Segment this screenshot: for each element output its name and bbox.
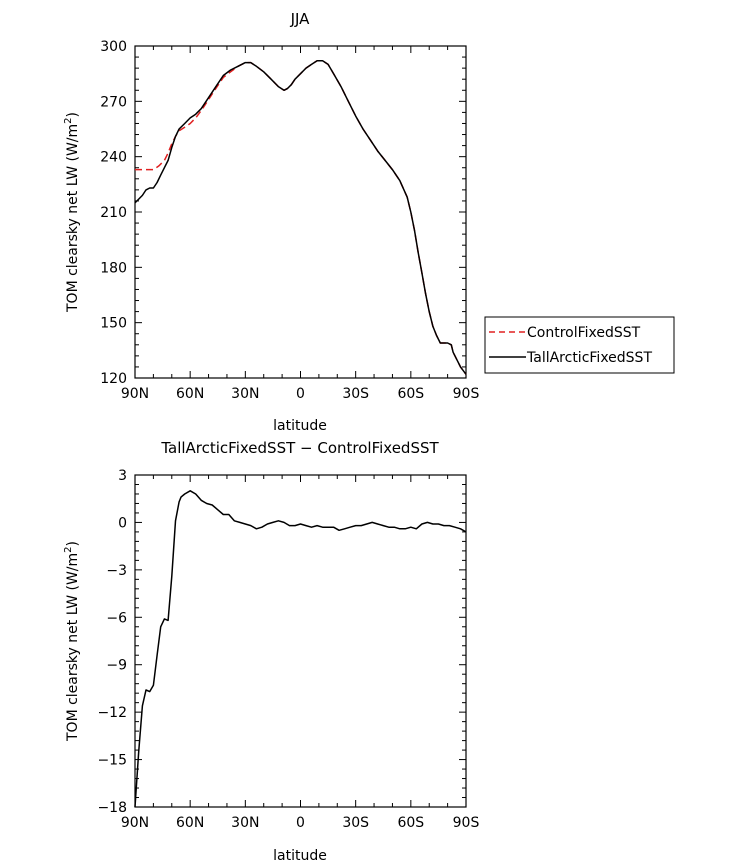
x-tick-label: 60S (397, 386, 424, 402)
x-tick-label: 60N (176, 386, 204, 402)
x-tick-label: 90S (453, 815, 480, 831)
y-tick-label: 210 (100, 205, 127, 221)
y-tick-label: 3 (118, 468, 127, 484)
top-chart-title: JJA (290, 10, 311, 28)
y-tick-label: −6 (106, 610, 127, 626)
top-y-tick-labels: 120 150 180 210 240 270 300 (100, 39, 127, 387)
x-tick-label: 90N (121, 386, 149, 402)
top-y-axis-label-main: TOM clearsky net LW (W/m (65, 124, 81, 313)
bottom-series-lines (134, 490, 467, 808)
legend-label-tallarctic: TallArcticFixedSST (526, 350, 652, 366)
bottom-y-axis-label-sup: 2 (63, 546, 74, 552)
y-tick-label: 150 (100, 316, 127, 332)
y-tick-label: 240 (100, 150, 127, 166)
top-panel: JJA 90N 60N 30N 0 30S 60S 90S 120 150 180 210 240 2… (63, 10, 675, 434)
legend-box (484, 316, 675, 374)
bottom-plot-frame (134, 474, 467, 808)
x-tick-label: 30N (231, 815, 259, 831)
bottom-x-axis-label: latitude (273, 848, 327, 864)
top-y-axis-label: TOM clearsky net LW (W/m2) (63, 112, 81, 313)
y-tick-label: −15 (97, 753, 127, 769)
top-x-axis-label: latitude (273, 418, 327, 434)
x-tick-label: 0 (296, 386, 305, 402)
x-tick-label: 30S (342, 386, 369, 402)
bottom-y-axis-label: TOM clearsky net LW (W/m2) (63, 541, 81, 742)
y-tick-label: 180 (100, 260, 127, 276)
bottom-y-axis-label-end: ) (65, 541, 81, 546)
x-tick-label: 30N (231, 386, 259, 402)
top-y-axis-label-sup: 2 (63, 117, 74, 123)
series-line-difference (134, 490, 467, 808)
bottom-x-tick-labels: 90N 60N 30N 0 30S 60S 90S (121, 815, 480, 831)
top-series-lines (134, 60, 467, 375)
bottom-tick-marks (134, 474, 467, 808)
bottom-y-axis-label-main: TOM clearsky net LW (W/m (65, 553, 81, 742)
top-plot-frame (134, 45, 467, 379)
legend-label-control: ControlFixedSST (527, 325, 641, 341)
x-tick-label: 60N (176, 815, 204, 831)
top-y-axis-label-end: ) (65, 112, 81, 117)
bottom-panel: TallArcticFixedSST − ControlFixedSST 90N… (63, 439, 479, 864)
y-tick-label: −12 (97, 705, 127, 721)
y-tick-label: −3 (106, 563, 127, 579)
legend: ControlFixedSST TallArcticFixedSST (484, 316, 675, 374)
bottom-y-tick-labels: −18 −15 −12 −9 −6 −3 0 3 (97, 468, 127, 816)
series-line-controlfixedsst (135, 60, 467, 375)
bottom-chart-title: TallArcticFixedSST − ControlFixedSST (160, 439, 439, 457)
y-tick-label: 300 (100, 39, 127, 55)
x-tick-label: 0 (296, 815, 305, 831)
y-tick-label: 0 (118, 515, 127, 531)
y-tick-label: 120 (100, 371, 127, 387)
y-tick-label: −9 (106, 658, 127, 674)
y-tick-label: −18 (97, 800, 127, 816)
x-tick-label: 90S (453, 386, 480, 402)
x-tick-label: 30S (342, 815, 369, 831)
x-tick-label: 60S (397, 815, 424, 831)
top-x-tick-labels: 90N 60N 30N 0 30S 60S 90S (121, 386, 480, 402)
series-line-tallarcticfixedsst (134, 60, 467, 375)
y-tick-label: 270 (100, 94, 127, 110)
top-tick-marks (134, 45, 467, 379)
x-tick-label: 90N (121, 815, 149, 831)
